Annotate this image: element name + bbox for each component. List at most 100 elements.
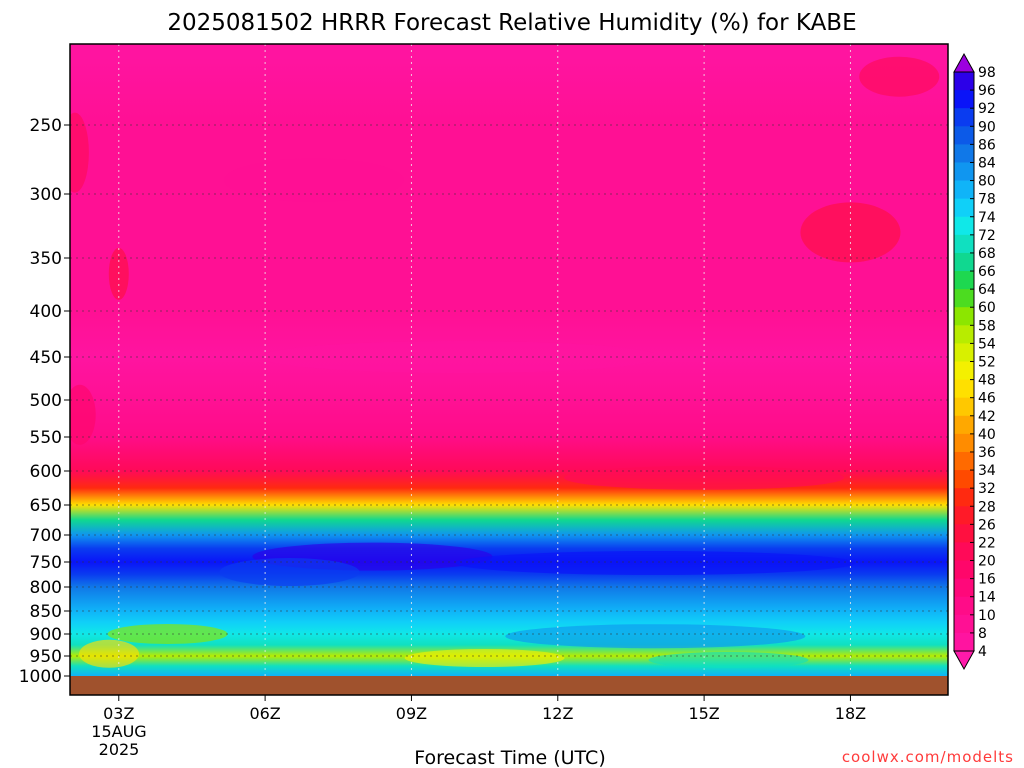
colorbar-label: 60 bbox=[978, 300, 996, 316]
y-tick-label: 500 bbox=[30, 391, 62, 411]
ground-below-surface bbox=[70, 676, 948, 695]
colorbar-label: 28 bbox=[978, 499, 996, 515]
colorbar-label: 22 bbox=[978, 535, 996, 551]
y-tick-label: 850 bbox=[30, 602, 62, 622]
colorbar: 9896929086848078747268666460585452484642… bbox=[953, 52, 996, 671]
colorbar-label: 66 bbox=[978, 264, 996, 280]
y-tick-label: 950 bbox=[30, 647, 62, 667]
colorbar-segment bbox=[954, 614, 974, 634]
y-tick-label: 1000 bbox=[19, 667, 62, 687]
x-tick-label: 18Z bbox=[835, 704, 866, 723]
colorbar-segment bbox=[954, 216, 974, 236]
colorbar-segment bbox=[954, 433, 974, 453]
x-axis-label: Forecast Time (UTC) bbox=[414, 747, 605, 768]
rh-feature bbox=[800, 202, 901, 263]
source-credit: coolwx.com/modelts bbox=[842, 748, 1014, 766]
colorbar-segment bbox=[954, 325, 974, 344]
y-tick-label: 800 bbox=[30, 578, 62, 598]
colorbar-label: 48 bbox=[978, 373, 996, 389]
colorbar-label: 20 bbox=[978, 554, 996, 570]
colorbar-label: 68 bbox=[978, 246, 996, 262]
colorbar-label: 54 bbox=[978, 336, 996, 352]
y-tick-label: 350 bbox=[30, 249, 62, 269]
rh-feature bbox=[455, 551, 856, 575]
colorbar-segment bbox=[954, 361, 974, 380]
x-tick-label: 03Z bbox=[103, 704, 134, 723]
colorbar-label: 26 bbox=[978, 517, 996, 533]
y-tick-label: 550 bbox=[30, 428, 62, 448]
rh-feature bbox=[79, 639, 140, 668]
colorbar-label: 40 bbox=[978, 427, 996, 443]
colorbar-label: 36 bbox=[978, 445, 996, 461]
rh-feature-layer bbox=[70, 56, 940, 668]
colorbar-segment bbox=[954, 307, 974, 326]
colorbar-label: 46 bbox=[978, 391, 996, 407]
colorbar-segment bbox=[954, 90, 974, 109]
y-tick-label: 450 bbox=[30, 348, 62, 368]
x-tick-label: 15Z bbox=[688, 704, 719, 723]
colorbar-label: 32 bbox=[978, 481, 996, 497]
rh-feature bbox=[404, 649, 565, 667]
colorbar-label: 84 bbox=[978, 155, 996, 171]
colorbar-segment bbox=[954, 488, 974, 507]
y-tick-label: 400 bbox=[30, 302, 62, 322]
colorbar-label: 90 bbox=[978, 119, 996, 135]
rh-feature bbox=[223, 158, 404, 203]
colorbar-segment bbox=[954, 542, 974, 561]
colorbar-segment bbox=[954, 560, 974, 580]
colorbar-label: 58 bbox=[978, 318, 996, 334]
grid-lines bbox=[70, 44, 948, 676]
colorbar-label: 16 bbox=[978, 572, 996, 588]
colorbar-segment bbox=[954, 126, 974, 145]
rh-feature bbox=[505, 624, 806, 649]
rh-feature bbox=[70, 112, 89, 193]
colorbar-label: 74 bbox=[978, 210, 996, 226]
colorbar-arrow-top bbox=[953, 52, 975, 73]
colorbar-segment bbox=[954, 108, 974, 127]
colorbar-label: 98 bbox=[978, 65, 996, 81]
colorbar-segment bbox=[954, 379, 974, 399]
colorbar-label: 72 bbox=[978, 228, 996, 244]
colorbar-segment bbox=[954, 271, 974, 290]
colorbar-label: 14 bbox=[978, 590, 996, 606]
rh-feature bbox=[70, 384, 96, 445]
colorbar-segment bbox=[954, 343, 974, 362]
y-tick-label: 650 bbox=[30, 496, 62, 516]
y-tick-label: 300 bbox=[30, 185, 62, 205]
colorbar-arrow-bottom bbox=[953, 650, 975, 671]
y-tick-label: 600 bbox=[30, 462, 62, 482]
colorbar-segment bbox=[954, 289, 974, 308]
colorbar-segment bbox=[954, 234, 974, 254]
colorbar-label: 10 bbox=[978, 608, 996, 624]
plot-area bbox=[70, 44, 948, 676]
x-tick-label: 06Z bbox=[249, 704, 280, 723]
colorbar-segment bbox=[954, 397, 974, 417]
colorbar-segment bbox=[954, 162, 974, 181]
colorbar-segment bbox=[954, 144, 974, 163]
colorbar-label: 64 bbox=[978, 282, 996, 298]
colorbar-segment bbox=[954, 524, 974, 543]
colorbar-label: 96 bbox=[978, 83, 996, 99]
colorbar-segment bbox=[954, 632, 974, 652]
y-tick-label: 900 bbox=[30, 625, 62, 645]
x-axis: 03Z 06Z 09Z 12Z 15Z 18Z bbox=[103, 695, 866, 723]
colorbar-segment bbox=[954, 72, 974, 91]
x-tick-label: 12Z bbox=[542, 704, 573, 723]
colorbar-label: 92 bbox=[978, 101, 996, 117]
rh-feature bbox=[859, 56, 940, 97]
colorbar-label: 4 bbox=[978, 644, 987, 660]
rh-feature bbox=[648, 652, 809, 668]
colorbar-segment bbox=[954, 578, 974, 598]
colorbar-segment bbox=[954, 198, 974, 218]
colorbar-label: 78 bbox=[978, 192, 996, 208]
colorbar-label: 52 bbox=[978, 355, 996, 371]
colorbar-label: 8 bbox=[978, 626, 987, 642]
colorbar-segment bbox=[954, 180, 974, 200]
colorbar-segment bbox=[954, 596, 974, 616]
y-tick-label: 700 bbox=[30, 526, 62, 546]
x-date-day: 15AUG bbox=[91, 722, 146, 741]
x-tick-label: 09Z bbox=[396, 704, 427, 723]
colorbar-label: 42 bbox=[978, 409, 996, 425]
chart-title: 2025081502 HRRR Forecast Relative Humidi… bbox=[167, 10, 856, 36]
